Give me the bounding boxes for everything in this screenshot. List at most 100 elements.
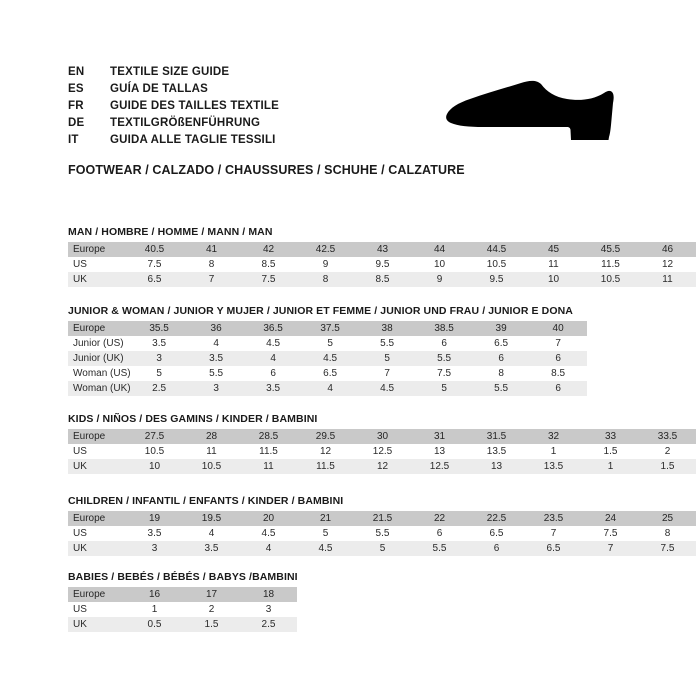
size-cell: 5.5 [411, 541, 468, 556]
size-table: Europe 19 19.5 20 21 21.5 22 22.5 23.5 24 25 US 3.5 4… [68, 511, 696, 556]
size-cell: 7.5 [126, 257, 183, 272]
size-cell: 35.5 [130, 321, 188, 336]
size-cell: 10 [411, 257, 468, 272]
footwear-heading: FOOTWEAR / CALZADO / CHAUSSURES / SCHUHE… [68, 163, 465, 177]
size-cell: 7.5 [639, 541, 696, 556]
size-cell: 8 [297, 272, 354, 287]
size-cell: 4.5 [301, 351, 359, 366]
size-cell: 5 [301, 336, 359, 351]
section-title: KIDS / NIÑOS / DES GAMINS / KINDER / BAM… [68, 413, 318, 425]
size-cell: 9.5 [354, 257, 411, 272]
table-row: UK 10 10.5 11 11.5 12 12.5 13 13.5 1 1.5 [68, 459, 696, 474]
language-row: IT GUIDA ALLE TAGLIE TESSILI [68, 132, 448, 149]
table-row: Woman (US) 5 5.5 6 6.5 7 7.5 8 8.5 [68, 366, 587, 381]
size-cell: 5 [297, 526, 354, 541]
size-cell: 11 [525, 257, 582, 272]
size-cell: 5.5 [358, 336, 416, 351]
size-cell: 6.5 [126, 272, 183, 287]
size-cell: 42.5 [297, 242, 354, 257]
size-cell: 12 [639, 257, 696, 272]
size-cell: 6.5 [525, 541, 582, 556]
row-label: US [68, 257, 126, 272]
size-cell: 13.5 [468, 444, 525, 459]
size-section: JUNIOR & WOMAN / JUNIOR Y MUJER / JUNIOR… [68, 305, 587, 396]
size-cell: 11.5 [582, 257, 639, 272]
table-row: US 7.5 8 8.5 9 9.5 10 10.5 11 11.5 12 [68, 257, 696, 272]
row-label: Europe [68, 511, 126, 526]
size-cell: 9.5 [468, 272, 525, 287]
size-cell: 11 [240, 459, 297, 474]
section-title: MAN / HOMBRE / HOMME / MANN / MAN [68, 226, 273, 238]
size-cell: 3 [126, 541, 183, 556]
size-cell: 3.5 [244, 381, 302, 396]
size-cell: 6 [244, 366, 302, 381]
size-cell: 8.5 [240, 257, 297, 272]
row-label: Europe [68, 587, 126, 602]
language-header-block: EN TEXTILE SIZE GUIDE ES GUÍA DE TALLAS FR GU… [68, 64, 448, 149]
table-header-row: Europe 40.5 41 42 42.5 43 44 44.5 45 45.5 46 [68, 242, 696, 257]
size-cell: 33 [582, 429, 639, 444]
size-cell: 24 [582, 511, 639, 526]
table-row: US 3.5 4 4.5 5 5.5 6 6.5 7 7.5 8 [68, 526, 696, 541]
size-cell: 4.5 [244, 336, 302, 351]
size-cell: 28.5 [240, 429, 297, 444]
table-row: US 10.5 11 11.5 12 12.5 13 13.5 1 1.5 2 [68, 444, 696, 459]
row-label: US [68, 602, 126, 617]
size-cell: 7 [529, 336, 587, 351]
row-label: US [68, 444, 126, 459]
size-section: MAN / HOMBRE / HOMME / MANN / MAN Europe 4… [68, 226, 696, 287]
row-label: Europe [68, 242, 126, 257]
row-label: UK [68, 617, 126, 632]
size-cell: 12.5 [354, 444, 411, 459]
size-cell: 41 [183, 242, 240, 257]
size-cell: 22.5 [468, 511, 525, 526]
language-label: TEXTILGRÖßENFÜHRUNG [110, 117, 261, 129]
size-cell: 4 [244, 351, 302, 366]
size-cell: 6.5 [301, 366, 359, 381]
size-table: Europe 40.5 41 42 42.5 43 44 44.5 45 45.5 46 US 7.5 8… [68, 242, 696, 287]
row-label: Junior (UK) [68, 351, 131, 366]
size-cell: 3 [187, 381, 245, 396]
size-cell: 5 [358, 351, 416, 366]
size-cell: 4.5 [240, 526, 297, 541]
size-cell: 6 [529, 351, 587, 366]
row-label: Europe [68, 321, 131, 336]
size-cell: 45 [525, 242, 582, 257]
language-label: GUIDE DES TAILLES TEXTILE [110, 100, 279, 112]
size-cell: 37.5 [301, 321, 359, 336]
size-cell: 6.5 [472, 336, 530, 351]
size-section: CHILDREN / INFANTIL / ENFANTS / KINDER /… [68, 495, 696, 556]
size-table: Europe 27.5 28 28.5 29.5 30 31 31.5 32 33 33.5 US 10… [68, 429, 696, 474]
size-cell: 10.5 [126, 444, 183, 459]
size-cell: 45.5 [582, 242, 639, 257]
size-cell: 3 [130, 351, 188, 366]
size-cell: 5.5 [187, 366, 245, 381]
dress-shoe-icon [443, 78, 619, 150]
size-cell: 3.5 [130, 336, 188, 351]
size-cell: 5 [354, 541, 411, 556]
size-cell: 42 [240, 242, 297, 257]
size-cell: 7.5 [582, 526, 639, 541]
size-table: Europe 16 17 18 US 1 2 3 UK 0.5 1.5 2.5 [68, 587, 297, 632]
size-cell: 20 [240, 511, 297, 526]
row-label: Junior (US) [68, 336, 131, 351]
size-cell: 2.5 [240, 617, 297, 632]
size-cell: 44 [411, 242, 468, 257]
row-label: Europe [68, 429, 126, 444]
language-row: ES GUÍA DE TALLAS [68, 81, 448, 98]
size-cell: 27.5 [126, 429, 183, 444]
size-cell: 10.5 [183, 459, 240, 474]
language-label: GUÍA DE TALLAS [110, 83, 208, 95]
row-label: Woman (UK) [68, 381, 131, 396]
size-cell: 4 [240, 541, 297, 556]
language-label: TEXTILE SIZE GUIDE [110, 66, 230, 78]
size-cell: 36.5 [244, 321, 302, 336]
row-label: UK [68, 459, 126, 474]
table-row: UK 3 3.5 4 4.5 5 5.5 6 6.5 7 7.5 [68, 541, 696, 556]
size-cell: 7.5 [240, 272, 297, 287]
size-cell: 40 [529, 321, 587, 336]
size-cell: 17 [183, 587, 240, 602]
size-cell: 43 [354, 242, 411, 257]
size-cell: 31 [411, 429, 468, 444]
